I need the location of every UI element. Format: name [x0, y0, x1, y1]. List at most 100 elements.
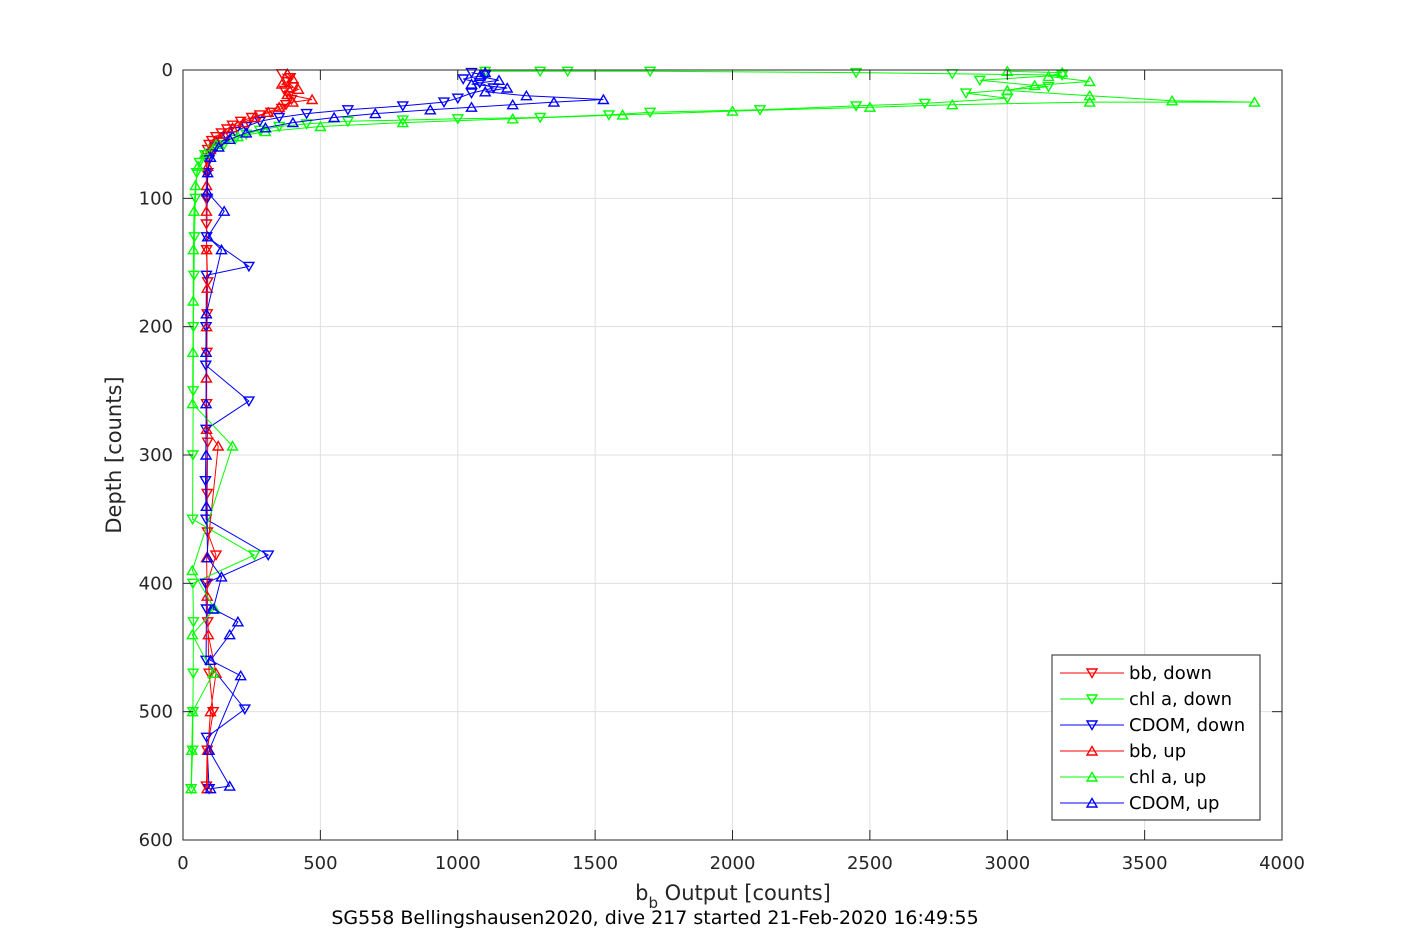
data-point-cdom-up	[199, 449, 213, 460]
legend-swatch-marker	[1085, 720, 1099, 731]
data-point-chl-a-up	[1165, 94, 1179, 106]
data-point-bb-up	[272, 101, 286, 112]
ticks: 0 500 1000 1500 2000 2500 3000 3500 4000 0 100 200 3…	[139, 60, 1305, 874]
data-point-chl-a-down	[187, 617, 200, 628]
series-cdom-up	[199, 66, 610, 794]
data-point-cdom-down	[341, 105, 355, 116]
data-point-chl-a-up	[187, 243, 200, 255]
data-point-chl-a-down	[187, 270, 201, 282]
data-point-chl-a-up	[191, 160, 205, 172]
data-point-chl-a-down	[918, 98, 932, 110]
data-point-cdom-up	[199, 346, 213, 357]
x-tick-label: 2000	[710, 853, 756, 874]
data-point-chl-a-down	[561, 66, 574, 78]
chart-title: SG558 Bellingshausen2020, dive 217 start…	[331, 907, 978, 929]
legend-label: chl a, down	[1129, 689, 1232, 710]
data-point-bb-up	[275, 78, 289, 89]
data-point-cdom-down	[199, 655, 213, 667]
data-point-chl-a-up	[1028, 79, 1041, 91]
y-tick-label: 500	[139, 702, 173, 723]
data-point-chl-a-up	[1083, 89, 1096, 101]
data-point-bb-up	[200, 590, 214, 601]
data-point-chl-a-down	[396, 115, 410, 126]
legend: bb, down chl a, down CDOM, down bb, up chl a…	[1051, 654, 1261, 821]
data-point-chl-a-down	[849, 101, 863, 112]
data-point-cdom-up	[212, 141, 225, 152]
data-point-chl-a-up	[186, 564, 199, 576]
data-point-cdom-up	[234, 669, 247, 681]
data-point-cdom-up	[369, 107, 382, 119]
legend-item-cdom-up: CDOM, up	[1060, 793, 1219, 814]
data-point-cdom-down	[456, 74, 470, 85]
data-point-cdom-down	[220, 131, 234, 143]
series-line-cdom-up	[205, 72, 604, 790]
data-point-cdom-up	[424, 103, 437, 115]
legend-item-cdom-down: CDOM, down	[1060, 715, 1245, 736]
data-point-cdom-up	[223, 628, 236, 640]
data-point-chl-a-up	[184, 782, 198, 794]
data-point-chl-a-up	[226, 440, 239, 451]
data-point-cdom-up	[215, 243, 228, 255]
data-point-chl-a-down	[341, 116, 355, 128]
data-point-chl-a-down	[186, 668, 200, 680]
data-point-cdom-down	[199, 476, 212, 487]
data-point-chl-a-up	[1083, 75, 1096, 87]
data-point-chl-a-up	[186, 295, 200, 306]
x-axis-label-main: b	[635, 881, 648, 905]
data-point-chl-a-down	[1055, 70, 1069, 81]
data-point-bb-down	[201, 437, 214, 449]
data-point-chl-a-up	[198, 147, 212, 159]
data-point-bb-up	[200, 243, 213, 255]
data-point-chl-a-down	[959, 88, 973, 99]
data-point-cdom-down	[242, 396, 256, 407]
data-point-cdom-up	[204, 782, 217, 794]
legend-label: bb, up	[1129, 741, 1186, 762]
data-point-cdom-up	[202, 744, 216, 755]
x-axis-label: bb Output [counts]	[635, 881, 831, 912]
data-point-cdom-down	[200, 193, 214, 205]
x-tick-label: 4000	[1259, 853, 1305, 874]
data-point-chl-a-up	[863, 101, 877, 112]
data-point-bb-down	[234, 116, 247, 128]
data-point-chl-a-up	[231, 130, 245, 142]
data-point-chl-a-down	[849, 67, 863, 79]
data-point-cdom-up	[520, 89, 533, 101]
data-point-bb-up	[217, 128, 231, 139]
series-line-chl-a-up	[190, 70, 1255, 789]
data-point-bb-up	[200, 205, 213, 216]
data-point-bb-up	[292, 83, 305, 95]
data-point-chl-a-up	[187, 205, 201, 216]
x-axis-label-rest: Output [counts]	[658, 881, 831, 905]
legend-item-bb-down: bb, down	[1060, 663, 1212, 684]
data-point-cdom-up	[200, 307, 213, 319]
y-tick-label: 300	[139, 445, 173, 466]
data-point-chl-a-up	[185, 744, 199, 755]
data-point-chl-a-up	[1001, 84, 1014, 96]
data-point-cdom-up	[201, 166, 214, 178]
y-tick-label: 200	[139, 317, 173, 338]
data-point-bb-down	[200, 488, 214, 500]
data-point-chl-a-down	[198, 149, 212, 161]
data-point-cdom-down	[200, 270, 213, 282]
data-point-cdom-up	[201, 230, 214, 242]
data-point-chl-a-up	[616, 109, 629, 120]
data-point-bb-down	[209, 550, 223, 561]
data-point-chl-a-up	[186, 628, 199, 640]
x-axis-label-subscript: b	[648, 894, 658, 912]
legend-item-bb-up: bb, up	[1060, 741, 1186, 762]
data-point-cdom-up	[500, 82, 514, 93]
data-point-cdom-up	[478, 66, 492, 78]
data-point-chl-a-up	[186, 346, 200, 357]
series-layer	[184, 65, 1261, 795]
data-point-cdom-up	[239, 127, 253, 138]
legend-label: CDOM, down	[1129, 715, 1245, 736]
data-point-bb-up	[204, 705, 217, 717]
data-point-bb-up	[226, 121, 239, 133]
y-tick-label: 0	[162, 60, 173, 81]
data-point-chl-a-down	[188, 232, 201, 243]
data-point-cdom-up	[223, 780, 236, 791]
x-tick-label: 2500	[847, 853, 893, 874]
data-point-chl-a-down	[1042, 81, 1055, 93]
data-point-cdom-down	[396, 101, 410, 112]
